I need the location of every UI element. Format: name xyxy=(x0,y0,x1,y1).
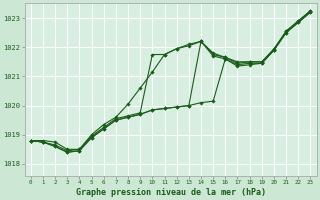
X-axis label: Graphe pression niveau de la mer (hPa): Graphe pression niveau de la mer (hPa) xyxy=(76,188,266,197)
